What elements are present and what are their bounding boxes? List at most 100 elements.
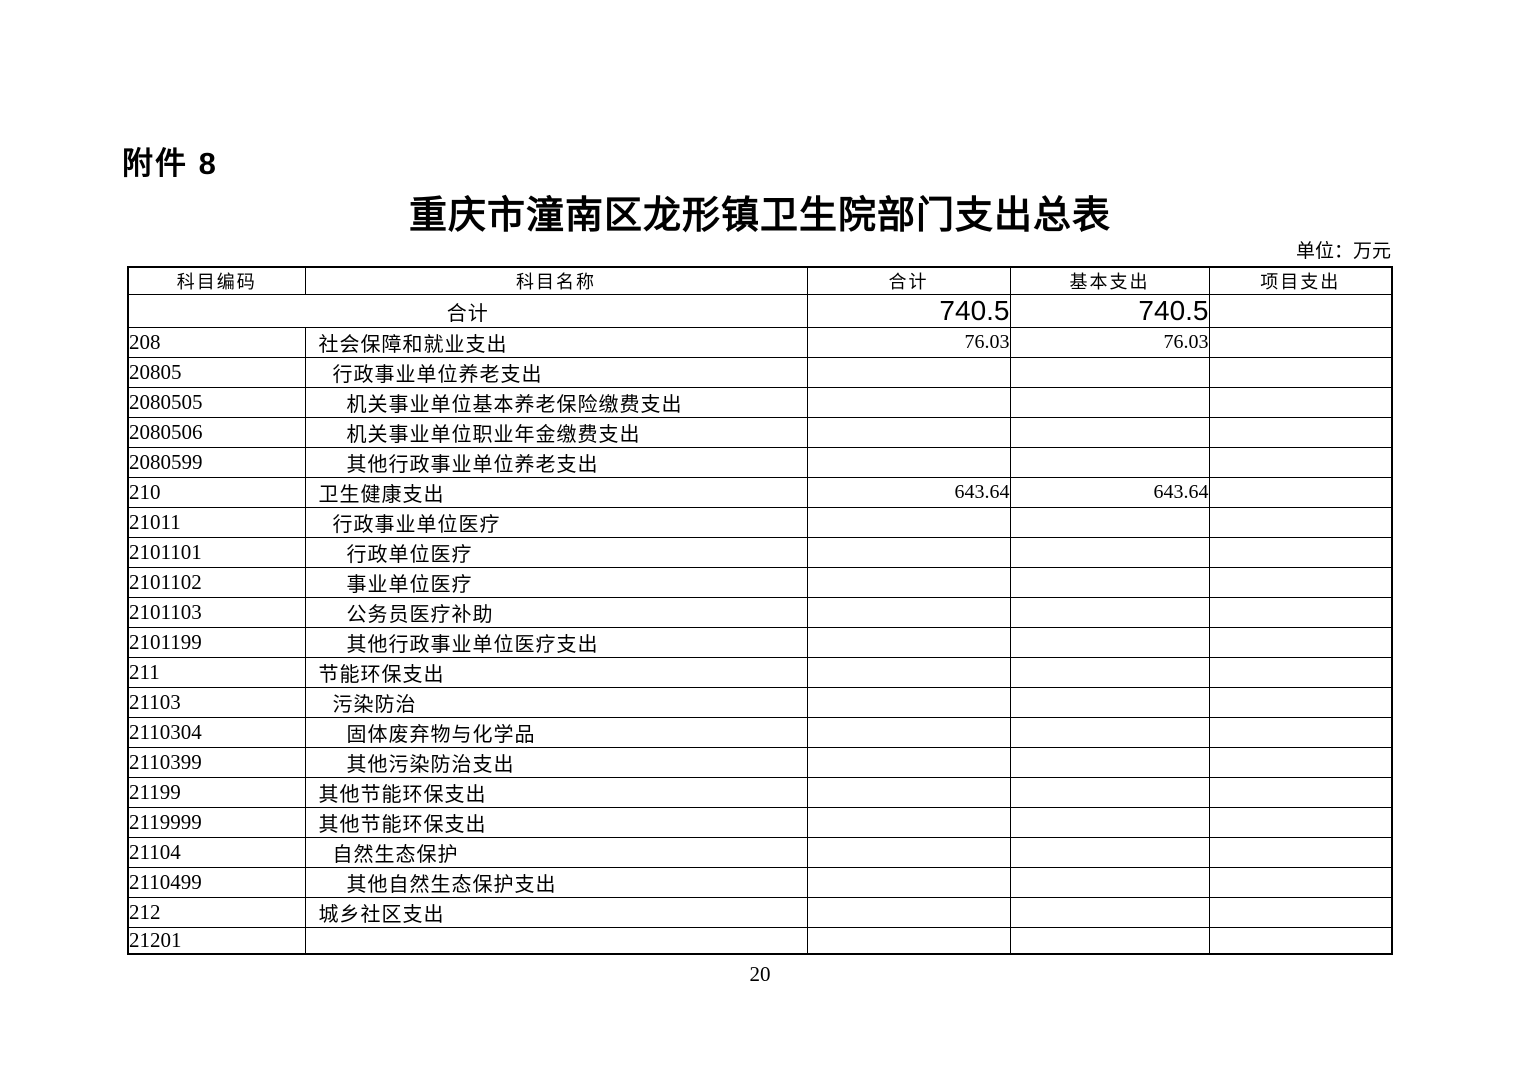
code-cell: 21199 <box>127 777 306 808</box>
table-row: 211 节能环保支出 <box>127 657 1393 688</box>
name-cell: 机关事业单位职业年金缴费支出 <box>304 417 808 448</box>
code-cell: 2110399 <box>127 747 306 778</box>
table-row: 2119999 其他节能环保支出 <box>127 807 1393 838</box>
table-row: 21011 行政事业单位医疗 <box>127 507 1393 538</box>
code-cell: 211 <box>127 657 306 688</box>
code-cell: 2119999 <box>127 807 306 838</box>
grand-total-row: 合计 740.5 740.5 <box>127 294 1393 328</box>
name-cell: 其他行政事业单位养老支出 <box>304 447 808 478</box>
code-cell: 21103 <box>127 687 306 718</box>
basic-cell <box>1009 357 1210 388</box>
code-cell: 212 <box>127 897 306 928</box>
project-cell <box>1208 357 1393 388</box>
project-cell <box>1208 567 1393 598</box>
basic-cell <box>1009 567 1210 598</box>
name-cell: 固体废弃物与化学品 <box>304 717 808 748</box>
project-cell <box>1208 777 1393 808</box>
project-cell <box>1208 747 1393 778</box>
name-cell: 行政单位医疗 <box>304 537 808 568</box>
project-cell <box>1208 294 1393 328</box>
table-row: 21104 自然生态保护 <box>127 837 1393 868</box>
code-cell: 2080506 <box>127 417 306 448</box>
column-header-0: 科目编码 <box>127 266 306 295</box>
code-cell: 2080505 <box>127 387 306 418</box>
total-cell: 76.03 <box>806 327 1011 358</box>
attachment-label: 附件 8 <box>122 146 218 181</box>
unit-label: 单位：万元 <box>1295 241 1391 262</box>
total-cell <box>806 687 1011 718</box>
total-cell <box>806 867 1011 898</box>
name-cell: 污染防治 <box>304 687 808 718</box>
basic-cell <box>1009 717 1210 748</box>
total-cell <box>806 717 1011 748</box>
name-cell: 其他自然生态保护支出 <box>304 867 808 898</box>
page-number: 20 <box>749 962 771 986</box>
total-cell <box>806 777 1011 808</box>
table-row: 21103 污染防治 <box>127 687 1393 718</box>
project-cell <box>1208 867 1393 898</box>
name-cell: 机关事业单位基本养老保险缴费支出 <box>304 387 808 418</box>
name-cell: 自然生态保护 <box>304 837 808 868</box>
project-cell <box>1208 837 1393 868</box>
project-cell <box>1208 417 1393 448</box>
project-cell <box>1208 807 1393 838</box>
name-cell: 社会保障和就业支出 <box>304 327 808 358</box>
total-cell: 643.64 <box>806 477 1011 508</box>
total-cell <box>806 447 1011 478</box>
name-cell: 节能环保支出 <box>304 657 808 688</box>
code-cell: 20805 <box>127 357 306 388</box>
total-cell <box>806 897 1011 928</box>
project-cell <box>1208 477 1393 508</box>
name-cell: 行政事业单位医疗 <box>304 507 808 538</box>
basic-cell <box>1009 777 1210 808</box>
name-cell: 卫生健康支出 <box>304 477 808 508</box>
basic-cell <box>1009 417 1210 448</box>
code-cell: 21011 <box>127 507 306 538</box>
table-row: 21201 <box>127 927 1393 955</box>
basic-cell <box>1009 537 1210 568</box>
name-cell: 其他节能环保支出 <box>304 777 808 808</box>
column-header-4: 项目支出 <box>1208 266 1393 295</box>
table-row: 2101199 其他行政事业单位医疗支出 <box>127 627 1393 658</box>
basic-cell <box>1009 687 1210 718</box>
column-header-3: 基本支出 <box>1009 266 1210 295</box>
total-cell <box>806 507 1011 538</box>
code-cell: 2101101 <box>127 537 306 568</box>
basic-cell <box>1009 897 1210 928</box>
code-cell: 21104 <box>127 837 306 868</box>
expenditure-table: 科目编码 科目名称 合计 基本支出 项目支出 合计 740.5 740.5 208 社会保障和就… <box>127 266 1393 955</box>
total-cell <box>806 597 1011 628</box>
code-cell: 2110304 <box>127 717 306 748</box>
code-cell: 21201 <box>127 927 306 955</box>
total-cell: 740.5 <box>806 294 1011 328</box>
basic-cell: 740.5 <box>1009 294 1210 328</box>
name-cell: 其他行政事业单位医疗支出 <box>304 627 808 658</box>
table-row: 2110399 其他污染防治支出 <box>127 747 1393 778</box>
basic-cell <box>1009 507 1210 538</box>
total-cell <box>806 747 1011 778</box>
basic-cell <box>1009 837 1210 868</box>
table-row: 20805 行政事业单位养老支出 <box>127 357 1393 388</box>
name-cell <box>304 927 808 955</box>
basic-cell <box>1009 627 1210 658</box>
column-header-2: 合计 <box>806 266 1011 295</box>
basic-cell <box>1009 867 1210 898</box>
code-cell: 210 <box>127 477 306 508</box>
basic-cell: 643.64 <box>1009 477 1210 508</box>
total-cell <box>806 627 1011 658</box>
total-cell <box>806 807 1011 838</box>
project-cell <box>1208 537 1393 568</box>
total-cell <box>806 387 1011 418</box>
project-cell <box>1208 897 1393 928</box>
table-row: 2080505 机关事业单位基本养老保险缴费支出 <box>127 387 1393 418</box>
total-cell <box>806 567 1011 598</box>
project-cell <box>1208 507 1393 538</box>
table-row: 2110499 其他自然生态保护支出 <box>127 867 1393 898</box>
code-cell: 2110499 <box>127 867 306 898</box>
table-row: 210 卫生健康支出 643.64 643.64 <box>127 477 1393 508</box>
project-cell <box>1208 717 1393 748</box>
basic-cell <box>1009 597 1210 628</box>
total-cell <box>806 417 1011 448</box>
code-cell: 2101103 <box>127 597 306 628</box>
